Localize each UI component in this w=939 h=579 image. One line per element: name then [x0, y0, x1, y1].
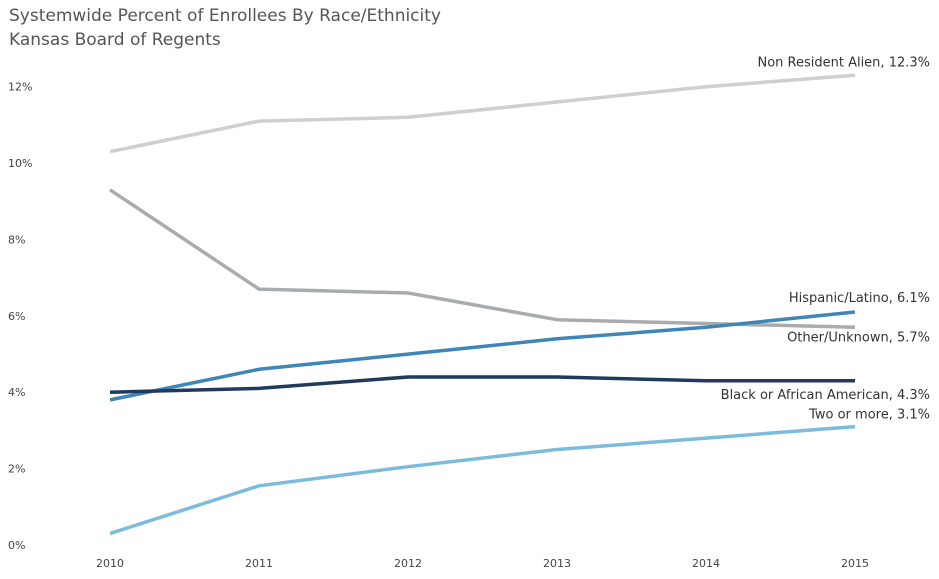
- x-tick-label: 2015: [841, 557, 869, 570]
- series-end-label: Other/Unknown, 5.7%: [787, 330, 930, 345]
- series-end-label: Hispanic/Latino, 6.1%: [789, 291, 930, 306]
- chart-title: Systemwide Percent of Enrollees By Race/…: [9, 6, 441, 26]
- series-end-label: Non Resident Alien, 12.3%: [757, 55, 930, 70]
- x-tick-label: 2010: [96, 557, 124, 570]
- series-end-label: Two or more, 3.1%: [808, 408, 930, 423]
- series-line-non-resident-alien: [109, 73, 856, 154]
- y-tick-label: 2%: [8, 463, 25, 476]
- y-tick-label: 8%: [8, 233, 25, 246]
- chart-title-block: Systemwide Percent of Enrollees By Race/…: [9, 4, 441, 52]
- chart-subtitle: Kansas Board of Regents: [9, 30, 221, 50]
- x-tick-label: 2013: [543, 557, 571, 570]
- y-tick-label: 6%: [8, 310, 25, 323]
- y-tick-label: 0%: [8, 539, 25, 552]
- series-line-black-or-african-american: [109, 375, 855, 394]
- x-tick-label: 2012: [394, 557, 422, 570]
- y-tick-label: 10%: [8, 157, 32, 170]
- series-line-two-or-more: [109, 424, 856, 536]
- series-line-other-unknown: [109, 188, 856, 330]
- series-line-hispanic-latino: [109, 310, 856, 402]
- x-tick-label: 2011: [245, 557, 273, 570]
- x-tick-label: 2014: [692, 557, 720, 570]
- series-end-label: Black or African American, 4.3%: [721, 388, 930, 403]
- y-tick-label: 4%: [8, 386, 25, 399]
- y-tick-label: 12%: [8, 81, 32, 94]
